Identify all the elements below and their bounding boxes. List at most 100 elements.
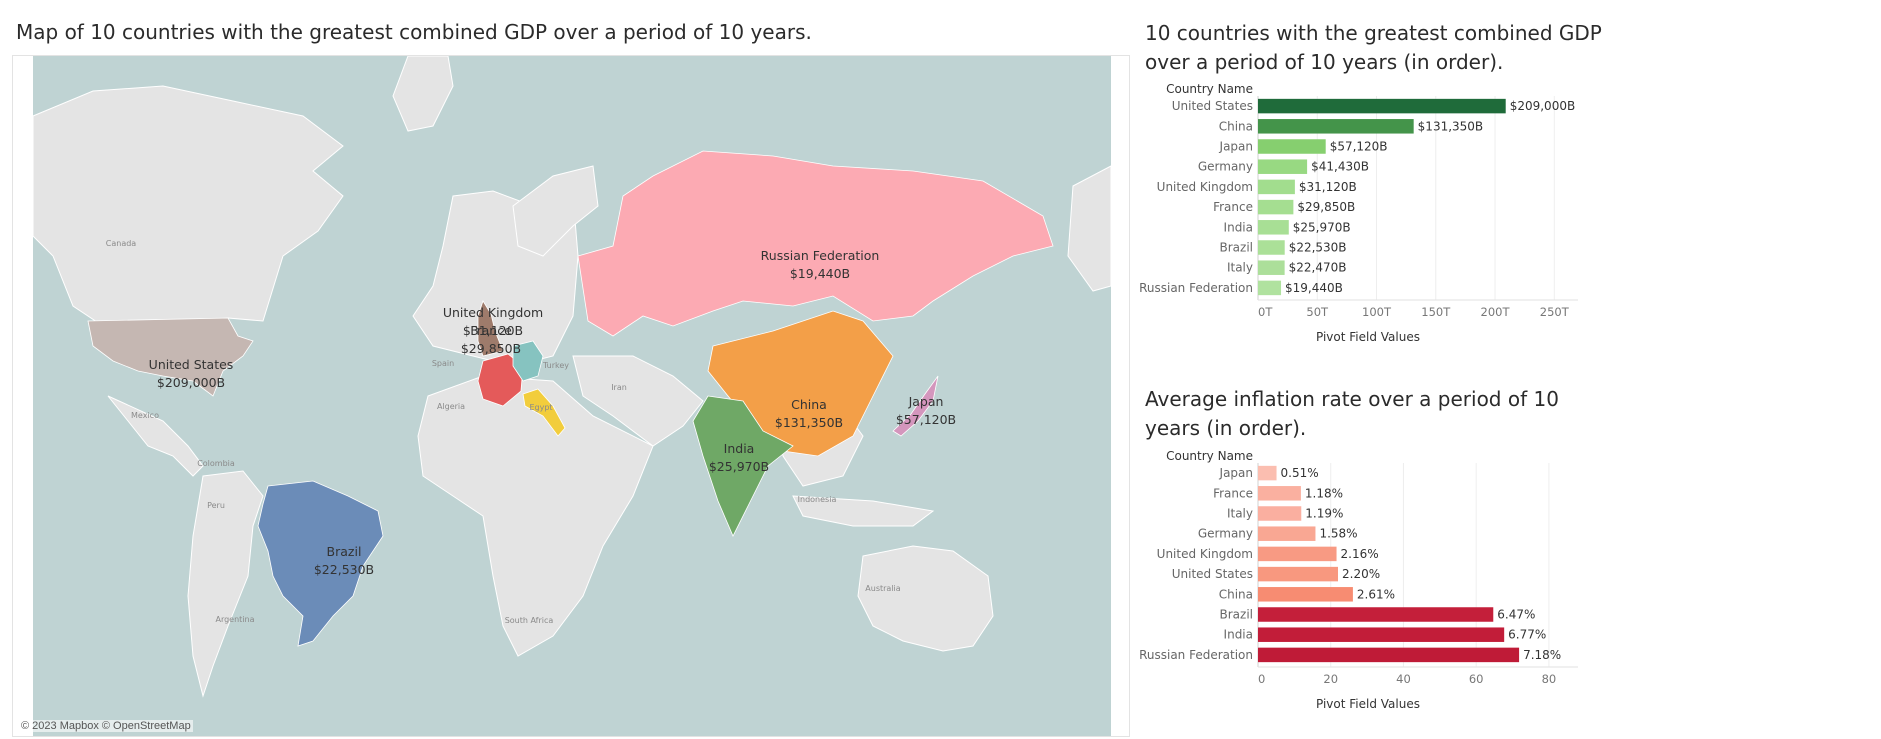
inflation-bar-france[interactable] bbox=[1258, 486, 1301, 501]
inflation-value-label: 2.20% bbox=[1342, 567, 1380, 581]
gdp-tick-label: 50T bbox=[1306, 305, 1329, 319]
map-label-gdp-value: $131,350B bbox=[775, 415, 843, 430]
gdp-bar-japan[interactable] bbox=[1258, 139, 1326, 154]
map-label-china: China $131,350B bbox=[775, 397, 843, 430]
inflation-value-label: 1.19% bbox=[1305, 507, 1343, 521]
gdp-bar-india[interactable] bbox=[1258, 220, 1289, 235]
map-attribution[interactable]: © 2023 Mapbox © OpenStreetMap bbox=[19, 720, 193, 732]
gdp-bar-brazil[interactable] bbox=[1258, 240, 1285, 255]
south-america-landmass bbox=[187, 470, 264, 698]
map-label-india: India $25,970B bbox=[709, 441, 769, 474]
gdp-bar-france[interactable] bbox=[1258, 199, 1294, 215]
inflation-bar-united-states[interactable] bbox=[1258, 566, 1338, 582]
geo-label-peru: Peru bbox=[207, 501, 225, 510]
inflation-value-label: 6.77% bbox=[1508, 628, 1546, 642]
inflation-chart-title: Average inflation rate over a period of … bbox=[1145, 387, 1559, 440]
gdp-bar-russian-federation[interactable] bbox=[1258, 280, 1282, 296]
map-label-gdp-value: $57,120B bbox=[896, 412, 956, 427]
geo-label-egypt: Egypt bbox=[529, 403, 552, 412]
canada-landmass bbox=[32, 85, 344, 327]
gdp-value-label: $131,350B bbox=[1418, 119, 1484, 133]
map-label-country-name: India bbox=[724, 441, 755, 456]
gdp-category-label: Italy bbox=[1227, 261, 1253, 275]
greenland-landmass bbox=[392, 56, 454, 132]
inflation-bar-china[interactable] bbox=[1258, 587, 1353, 602]
country-shape-germany[interactable] bbox=[512, 340, 544, 382]
inflation-bar-india[interactable] bbox=[1258, 627, 1505, 642]
map-label-gdp-value: $29,850B bbox=[461, 341, 521, 356]
map-label-country-name: United States bbox=[149, 357, 234, 372]
gdp-value-label: $19,440B bbox=[1285, 281, 1343, 295]
inflation-category-label: Germany bbox=[1198, 527, 1253, 541]
map-canvas[interactable]: Canada Mexico Colombia Peru Argentina Spain Al… bbox=[13, 56, 1129, 736]
inflation-value-label: 2.61% bbox=[1357, 587, 1395, 601]
geo-label-argentina: Argentina bbox=[215, 615, 254, 624]
inflation-category-label: China bbox=[1219, 587, 1253, 601]
inflation-value-label: 1.58% bbox=[1319, 527, 1357, 541]
inflation-category-label: Japan bbox=[1219, 466, 1253, 480]
country-shape-italy[interactable] bbox=[522, 388, 566, 437]
gdp-category-label: China bbox=[1219, 119, 1253, 133]
country-shape-united-kingdom[interactable] bbox=[477, 300, 504, 357]
africa-landmass bbox=[417, 375, 654, 657]
map-label-country-name: China bbox=[791, 397, 827, 412]
gdp-value-label: $209,000B bbox=[1510, 99, 1576, 113]
inflation-category-label: United Kingdom bbox=[1157, 547, 1253, 561]
gdp-bar-italy[interactable] bbox=[1258, 260, 1285, 275]
gdp-bar-united-kingdom[interactable] bbox=[1258, 179, 1295, 195]
country-shape-france[interactable] bbox=[477, 353, 524, 407]
map-label-country-name: Brazil bbox=[327, 544, 362, 559]
country-shape-russian-federation[interactable] bbox=[577, 150, 1054, 337]
gdp-chart-title: 10 countries with the greatest combined … bbox=[1145, 21, 1602, 74]
gdp-value-label: $31,120B bbox=[1299, 180, 1357, 194]
inflation-tick-label: 20 bbox=[1323, 672, 1338, 686]
map-label-country-name: France bbox=[470, 323, 512, 338]
country-shape-united-states[interactable] bbox=[87, 317, 254, 397]
country-shape-japan[interactable] bbox=[892, 375, 939, 437]
gdp-row-header: Country Name bbox=[1166, 82, 1253, 96]
gdp-category-label: Russian Federation bbox=[1139, 281, 1253, 295]
gdp-value-label: $57,120B bbox=[1330, 140, 1388, 154]
inflation-row-header: Country Name bbox=[1166, 449, 1253, 463]
gdp-tick-label: 200T bbox=[1481, 305, 1511, 319]
geo-label-canada: Canada bbox=[106, 239, 137, 248]
inflation-value-label: 7.18% bbox=[1523, 648, 1561, 662]
gdp-tick-label: 0T bbox=[1258, 305, 1273, 319]
map-label-gdp-value: $19,440B bbox=[790, 266, 850, 281]
gdp-value-label: $25,970B bbox=[1293, 220, 1351, 234]
inflation-bar-russian-federation[interactable] bbox=[1258, 647, 1520, 663]
gdp-tick-label: 250T bbox=[1540, 305, 1570, 319]
inflation-category-label: Brazil bbox=[1220, 608, 1254, 622]
inflation-bar-brazil[interactable] bbox=[1258, 607, 1494, 622]
inflation-value-label: 6.47% bbox=[1497, 608, 1535, 622]
inflation-category-label: India bbox=[1224, 628, 1253, 642]
geo-label-turkey: Turkey bbox=[542, 361, 569, 370]
gdp-bar-united-states[interactable] bbox=[1258, 98, 1506, 114]
geo-label-mexico: Mexico bbox=[131, 411, 159, 420]
inflation-bar-germany[interactable] bbox=[1258, 526, 1316, 541]
inflation-bar-italy[interactable] bbox=[1258, 506, 1302, 521]
gdp-bar-germany[interactable] bbox=[1258, 159, 1308, 174]
inflation-bar-united-kingdom[interactable] bbox=[1258, 546, 1337, 562]
map-label-france: France $29,850B bbox=[461, 323, 521, 356]
map-label-gdp-value: $25,970B bbox=[709, 459, 769, 474]
inflation-bar-japan[interactable] bbox=[1258, 465, 1277, 481]
geo-label-iran: Iran bbox=[611, 383, 627, 392]
map-label-country-name: Russian Federation bbox=[761, 248, 880, 263]
country-shape-india[interactable] bbox=[692, 395, 794, 537]
gdp-value-label: $22,470B bbox=[1289, 261, 1347, 275]
map-label-brazil: Brazil $22,530B bbox=[314, 544, 374, 577]
country-shape-brazil[interactable] bbox=[257, 480, 384, 647]
map-label-country-name: United Kingdom bbox=[443, 305, 543, 320]
inflation-tick-label: 80 bbox=[1542, 672, 1557, 686]
gdp-value-label: $29,850B bbox=[1297, 200, 1355, 214]
geo-label-indonesia: Indonesia bbox=[798, 495, 837, 504]
geo-label-algeria: Algeria bbox=[437, 402, 465, 411]
gdp-tick-label: 100T bbox=[1362, 305, 1392, 319]
world-map[interactable]: Canada Mexico Colombia Peru Argentina Spain Al… bbox=[12, 55, 1130, 737]
inflation-x-axis-title: Pivot Field Values bbox=[1316, 697, 1420, 711]
inflation-value-label: 2.16% bbox=[1341, 547, 1379, 561]
gdp-bar-china[interactable] bbox=[1258, 119, 1414, 134]
australia-landmass bbox=[857, 545, 994, 652]
indonesia-landmass bbox=[792, 495, 935, 527]
